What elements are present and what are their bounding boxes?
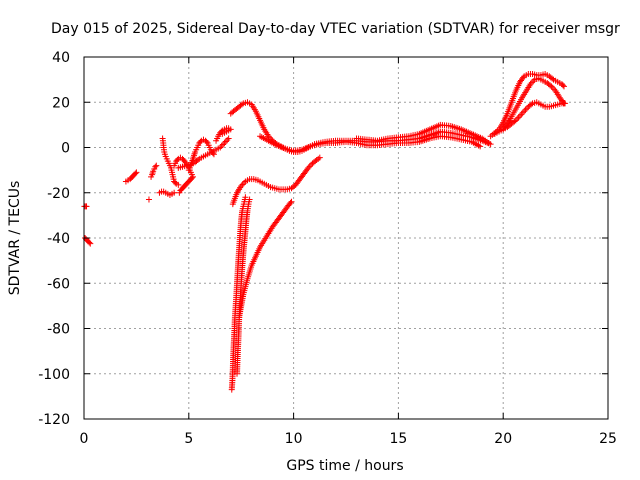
data-point: [203, 138, 210, 145]
data-point: [176, 189, 183, 196]
y-tick-label: -100: [38, 367, 70, 383]
x-tick-label: 25: [599, 431, 617, 447]
data-point: [316, 154, 323, 161]
data-point: [178, 186, 185, 193]
x-tick-label: 10: [285, 431, 303, 447]
x-tick-label: 5: [184, 431, 193, 447]
data-points: [81, 70, 569, 393]
series-rise-b: [185, 136, 217, 174]
series-cluster: [213, 125, 234, 144]
data-point: [559, 82, 566, 89]
data-point: [145, 196, 152, 203]
data-point: [133, 169, 140, 176]
data-point: [197, 138, 204, 145]
data-point: [132, 170, 139, 177]
data-point: [209, 150, 216, 157]
data-point: [153, 162, 160, 169]
series-main-lower: [257, 133, 484, 154]
x-axis-label: GPS time / hours: [286, 458, 403, 474]
series-tail-upper: [229, 154, 323, 208]
x-tick-label: 0: [80, 431, 89, 447]
series-late-lower: [491, 99, 569, 137]
y-tick-label: 40: [52, 50, 70, 66]
data-point: [549, 75, 556, 82]
series-segment-a: [122, 169, 140, 185]
data-point: [174, 156, 181, 163]
data-point: [288, 198, 295, 205]
data-point: [194, 156, 201, 163]
y-tick-label: 20: [52, 95, 70, 111]
y-tick-label: 0: [61, 141, 70, 157]
data-point: [86, 239, 93, 246]
y-tick-label: -40: [47, 231, 70, 247]
y-axis-label: SDTVAR / TECUs: [7, 181, 23, 296]
chart-title: Day 015 of 2025, Sidereal Day-to-day VTE…: [51, 21, 620, 37]
y-tick-label: -60: [47, 276, 70, 292]
data-point: [238, 101, 245, 108]
x-tick-label: 15: [389, 431, 407, 447]
series-isolated: [145, 196, 152, 203]
data-point: [152, 163, 159, 170]
series-main-mid: [353, 121, 492, 146]
data-point: [485, 139, 492, 146]
data-point: [560, 83, 567, 90]
data-point: [287, 199, 294, 206]
data-point: [219, 130, 226, 137]
series-segment-c: [156, 188, 178, 199]
series-late-mid: [500, 75, 567, 133]
series-spike-early: [159, 135, 182, 188]
data-point: [246, 196, 253, 203]
y-tick-label: -20: [47, 186, 70, 202]
data-point: [477, 143, 484, 150]
x-tick-label: 20: [494, 431, 512, 447]
axis-ticks: 0 5 10 15 20 25 -120 -100 -80 -60 -40 -20 0 20 40: [38, 50, 617, 447]
data-point: [87, 240, 94, 247]
data-point: [210, 151, 217, 158]
data-point: [520, 74, 527, 81]
data-point: [175, 181, 182, 188]
y-tick-label: -80: [47, 322, 70, 338]
data-point: [547, 82, 554, 89]
data-point: [171, 189, 178, 196]
series-tail-lower: [236, 198, 295, 321]
series-segment-b: [148, 162, 160, 180]
data-point: [511, 118, 518, 125]
data-point: [172, 179, 179, 186]
data-point: [242, 194, 249, 201]
data-point: [562, 100, 569, 107]
data-point: [225, 135, 232, 142]
data-point: [528, 101, 535, 108]
data-point: [83, 203, 90, 210]
y-tick-label: -120: [38, 412, 70, 428]
